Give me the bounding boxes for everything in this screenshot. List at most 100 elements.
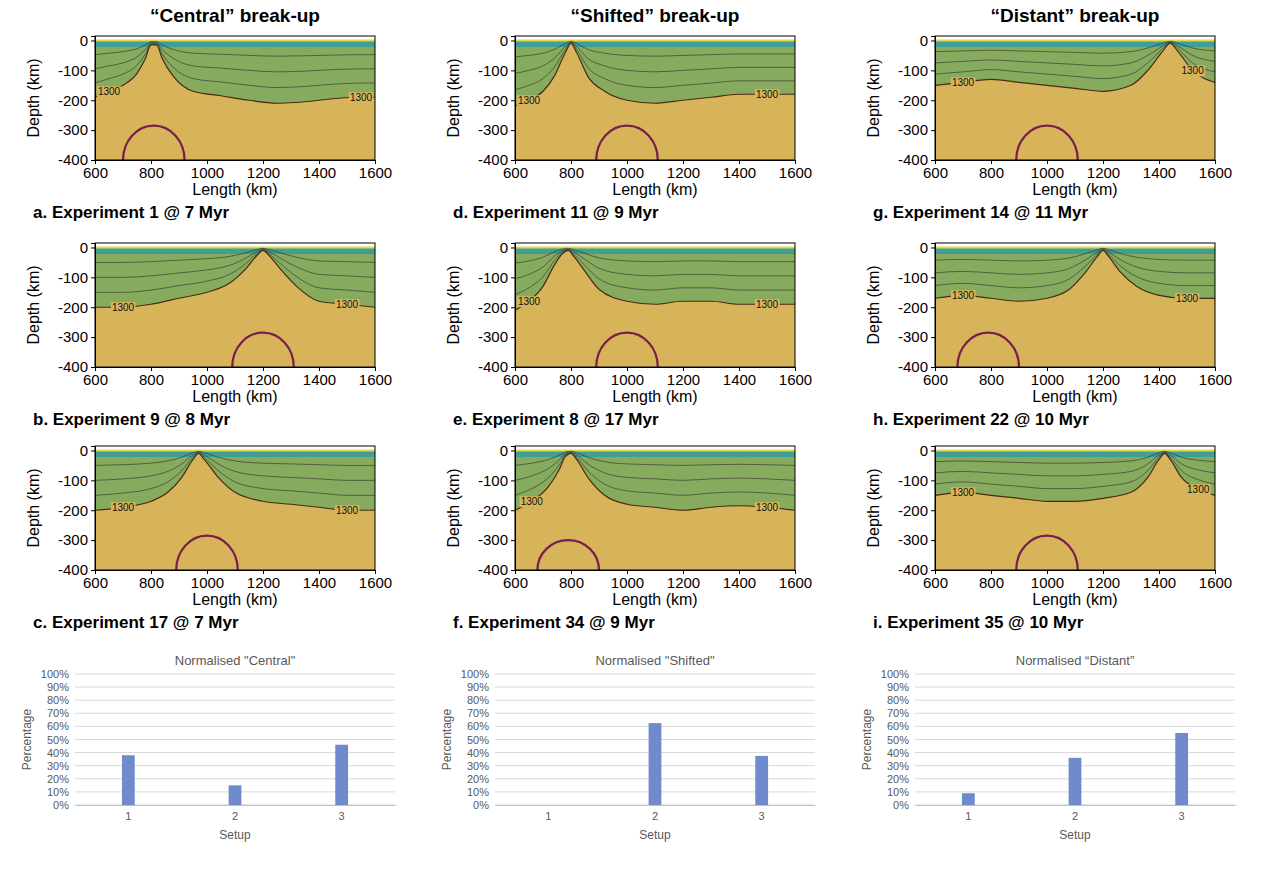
tick-label: -400 [898,151,928,168]
tick-label: 50% [887,734,909,746]
bar [1175,733,1188,805]
tick-label: 800 [139,574,164,591]
tick-mark [931,367,935,368]
tick: 10% [887,786,915,798]
tick-label: -200 [58,92,88,109]
tick: 70% [467,707,495,719]
label-patch [755,89,780,100]
tick-label: 800 [559,164,584,181]
axis: 123 [916,805,1236,822]
isotherm [515,250,795,310]
tick: 50% [887,734,915,746]
tick: 1600 [779,570,812,591]
tick: 800 [559,160,584,181]
tick: 0 [80,239,95,256]
grid-line [75,726,395,727]
plot-frame [935,446,1215,570]
tick: 1200 [667,570,700,591]
axis-line [75,675,76,806]
bar [122,755,135,805]
axis: 6008001000120014001600 [83,160,392,181]
isotherm-label: 1300 [756,89,779,100]
model-field [515,247,795,367]
tick-mark [91,40,95,41]
tick: 1600 [1199,570,1232,591]
plot-frame [515,36,795,160]
grid-line [495,687,815,688]
isotherm-label-group: 1300 [517,296,542,307]
tick-label: 1400 [303,371,336,388]
tick-label: -200 [898,299,928,316]
x-axis-title: Length (km) [192,591,277,608]
tick: 60% [887,720,915,732]
tick: 1600 [779,160,812,181]
tick-label: 60% [467,720,489,732]
tick: 2 [652,805,658,822]
isotherm-label: 1300 [521,496,544,507]
anomaly [537,540,599,570]
tick: 1600 [359,160,392,181]
tick: -100 [478,62,515,79]
tick-label: 1600 [359,574,392,591]
tick-mark [931,337,935,338]
tick-label: -400 [58,358,88,375]
tick-label: -400 [58,561,88,578]
tick-label: 3 [759,810,765,822]
panel-caption: f. Experiment 34 @ 9 Myr [453,613,655,632]
tick-label: 1000 [611,164,644,181]
axis-line [496,805,816,806]
axis-line [931,37,936,161]
tick-label: -400 [478,358,508,375]
isotherm-labels: 1300 1300 [520,496,780,513]
isotherm-label: 1300 [756,299,779,310]
tick-label: 60% [887,720,909,732]
lithosphere [515,247,795,310]
isotherm [935,43,1215,91]
tick-mark [91,337,95,338]
bar-chart: 0%10%20%30%40%50%60%70%80%90%100%123Norm… [20,653,396,842]
tick-label: -300 [58,531,88,548]
tick-label: 0 [500,239,508,256]
tick-label: 20% [887,773,909,785]
tick: 1000 [1031,367,1064,388]
grid-line [495,713,815,714]
tick-label: 10% [47,786,69,798]
isotherm-labels: 13001300 [951,484,1211,498]
isotherm-label: 1300 [98,86,121,97]
grid-line [915,674,1235,675]
tick-label: 1000 [1031,574,1064,591]
tick-label: -100 [58,472,88,489]
axis: -400-300-200-1000 [478,32,516,169]
tick-mark [511,570,515,571]
lithosphere [515,40,795,106]
tick: -400 [58,561,95,578]
tick: 1200 [667,367,700,388]
axis: 6008001000120014001600 [923,367,1232,388]
tick-label: 30% [467,760,489,772]
tick-label: 800 [559,574,584,591]
tick: 800 [559,367,584,388]
tick-label: 20% [467,773,489,785]
tick: 100% [41,668,75,680]
tick: -300 [898,531,935,548]
tick: 1400 [723,367,756,388]
tick-mark [91,100,95,101]
tick: -400 [58,151,95,168]
plot-frame [95,36,375,160]
tick-label: 100% [41,668,69,680]
label-patch [951,77,976,88]
tick-label: 1400 [1143,574,1176,591]
y-axis-title: Percentage [440,708,454,770]
grid [495,674,815,805]
label-patch [517,95,542,106]
tick-label: 1600 [779,371,812,388]
contour-line [95,453,375,496]
axis: 6008001000120014001600 [503,367,812,388]
tick-label: -400 [898,358,928,375]
tick-mark [511,70,515,71]
tick: 70% [887,707,915,719]
tick: 800 [139,160,164,181]
isotherm-label: 1300 [756,502,779,513]
contour-line [95,452,375,480]
tick-label: 0 [920,32,928,49]
